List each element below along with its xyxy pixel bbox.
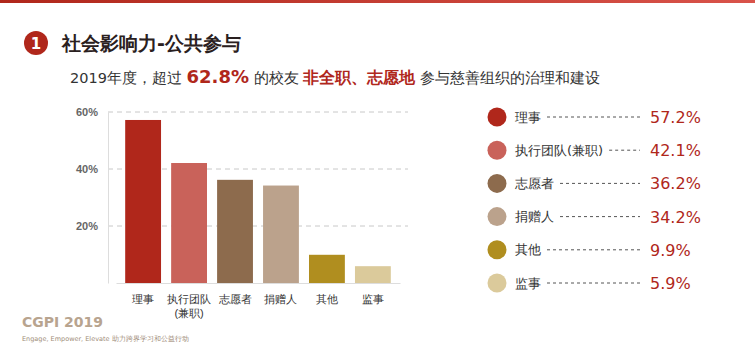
legend-leader [609, 150, 640, 151]
bars [125, 120, 391, 283]
legend-swatch [488, 174, 507, 193]
x-tick-label: 监事 [362, 293, 384, 305]
bar [263, 186, 299, 283]
x-tick-label: 理事 [132, 293, 154, 305]
y-axis-line [108, 113, 109, 284]
footer-tagline: Engage, Empower, Elevate 助力跨界学习和公益行动 [22, 335, 189, 343]
bar [309, 255, 345, 283]
legend-label: 捐赠人 [515, 209, 554, 224]
y-tick-label: 20% [76, 220, 98, 232]
legend-swatch [488, 274, 507, 293]
x-tick-label-line: (兼职) [174, 307, 203, 319]
subtitle-highlight: 62.8% [187, 66, 249, 87]
y-tick: 60% [76, 106, 108, 118]
bar [171, 163, 207, 283]
y-axis: 20% 40% 60% [76, 106, 109, 283]
data-label: 34.2% [650, 208, 701, 227]
legend-label: 其他 [515, 242, 541, 257]
x-tick: 理事 [132, 283, 154, 305]
x-tick: 志愿者 [219, 283, 252, 305]
legend-leader [560, 216, 640, 217]
subtitle-text: 的校友 [249, 70, 303, 86]
legend-leader [547, 249, 640, 250]
legend-label: 志愿者 [515, 176, 554, 191]
data-label: 9.9% [650, 241, 691, 260]
y-tick-label: 40% [76, 163, 98, 175]
x-tick: 监事 [362, 283, 384, 305]
x-tick-label: 其他 [316, 293, 338, 305]
legend-swatch [488, 108, 507, 127]
bar [125, 120, 161, 283]
x-tick-label: 执行团队 (兼职) [167, 293, 211, 319]
legend-swatch [488, 240, 507, 259]
data-label: 36.2% [650, 174, 701, 193]
subtitle-highlight: 非全职、志愿地 [302, 69, 416, 87]
bar [355, 266, 391, 283]
bar [217, 180, 253, 283]
top-bar [0, 0, 755, 3]
header-number: 1 [31, 35, 41, 53]
footer-brand: CGPI 2019 [22, 314, 103, 330]
legend-leader [547, 283, 640, 284]
legend-leader [560, 183, 640, 184]
legend-label: 执行团队(兼职) [515, 143, 603, 158]
subtitle-text: 2019年度，超过 [70, 70, 187, 86]
subtitle-text: 参与慈善组织的治理和建设 [415, 70, 600, 86]
title: 社会影响力-公共参与 [61, 32, 241, 54]
y-tick: 40% [76, 163, 108, 175]
grid-line [108, 112, 408, 113]
legend: 理事 57.2% 执行团队(兼职) 42.1% 志愿者 36.2% 捐赠人 34.2% 其他 9.… [488, 108, 701, 294]
x-axis-line [117, 283, 401, 284]
x-tick: 其他 [316, 283, 338, 305]
data-label: 42.1% [650, 141, 701, 160]
header-badge [24, 31, 48, 55]
x-tick: 捐赠人 [264, 283, 297, 305]
x-axis: 理事 执行团队 (兼职) 志愿者捐赠人 其他 监事 [117, 283, 401, 319]
legend-swatch [488, 207, 507, 226]
x-tick: 执行团队 (兼职) [167, 283, 211, 319]
subtitle: 2019年度，超过 62.8% 的校友 非全职、志愿地 参与慈善组织的治理和建设 [70, 66, 600, 87]
x-tick-label-line: 执行团队 [167, 293, 211, 305]
x-tick-label: 捐赠人 [264, 293, 297, 305]
legend-label: 理事 [515, 110, 541, 125]
x-tick-label: 志愿者 [219, 293, 252, 305]
chart-root: 1 社会影响力-公共参与 2019年度，超过 62.8% 的校友 非全职、志愿地 参… [0, 0, 755, 363]
data-label: 57.2% [650, 108, 701, 127]
legend-swatch [488, 141, 507, 160]
data-label: 5.9% [650, 274, 691, 293]
y-tick: 20% [76, 220, 108, 232]
legend-label: 监事 [515, 276, 541, 291]
y-tick-label: 60% [76, 106, 98, 118]
legend-leader [547, 117, 640, 118]
